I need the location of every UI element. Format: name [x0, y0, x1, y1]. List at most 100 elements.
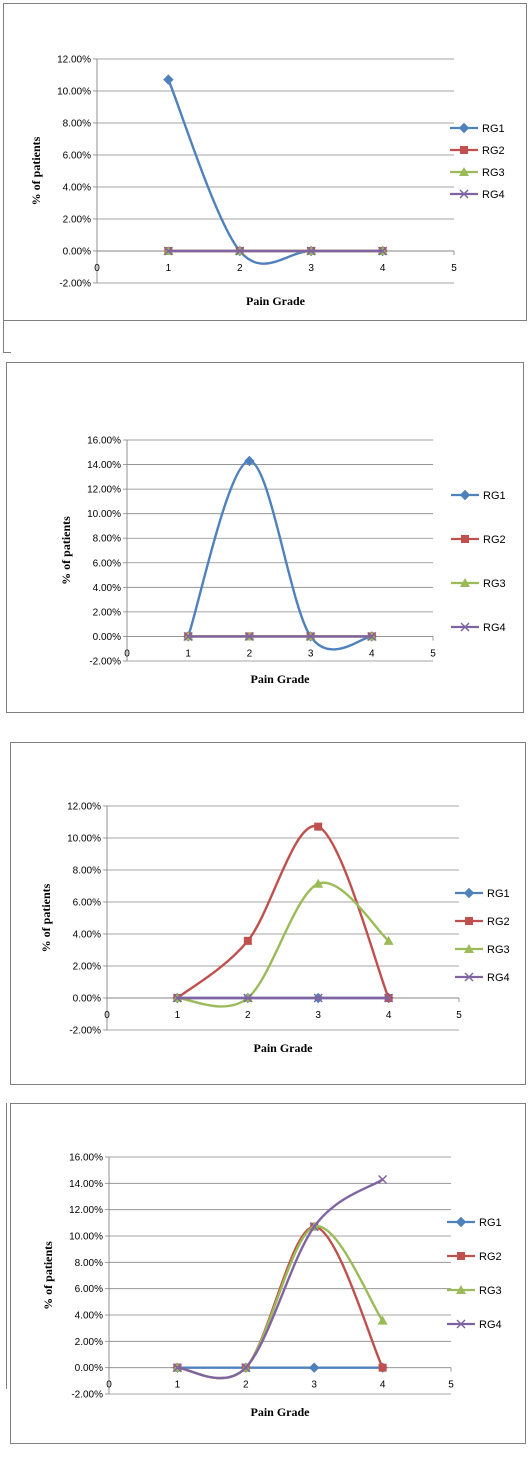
data-point-rg2: [314, 822, 323, 831]
chart-1-svg: -2.00% 0.00% 2.00% 4.00% 6.00% 8.00% 10.00% 12.…: [29, 55, 505, 309]
legend-marker: [459, 167, 469, 176]
y-tick-label: 10.00%: [57, 87, 91, 98]
x-tick-label: 5: [456, 1010, 462, 1021]
series-line-rg1: [187, 459, 373, 651]
x-tick-label: 5: [430, 648, 436, 659]
legend-marker: [460, 578, 470, 587]
y-tick-label: 2.00%: [63, 215, 91, 226]
data-point-rg1: [163, 74, 174, 85]
legend-label: RG1: [483, 490, 506, 502]
y-tick-label: 4.00%: [93, 583, 121, 594]
data-point-rg4: [183, 631, 193, 641]
legend-marker: [460, 622, 470, 632]
series-rg4: [172, 993, 394, 1003]
x-axis-title: Pain Grade: [254, 1041, 314, 1055]
series-line-rg1: [167, 79, 383, 265]
series-rg1: [172, 1362, 388, 1373]
x-tick-label: 3: [311, 1380, 317, 1391]
x-tick-label: 3: [315, 1010, 321, 1021]
y-tick-label: 12.00%: [57, 55, 91, 66]
y-tick-label: 12.00%: [67, 802, 101, 813]
x-tick-label: 3: [308, 648, 314, 659]
legend-entry-rg3: RG3: [447, 1285, 502, 1297]
x-tick-label: 2: [247, 648, 253, 659]
series-line-rg4: [177, 1178, 384, 1380]
legend-label: RG3: [482, 167, 505, 179]
x-tick-label: 1: [166, 263, 172, 274]
legend-marker: [456, 1319, 466, 1329]
x-tick-label: 5: [448, 1380, 454, 1391]
series-rg4: [163, 246, 388, 256]
chart-panel-2: -2.00% 0.00% 2.00% 4.00% 6.00% 8.00% 10.00% 12.…: [6, 362, 524, 713]
x-tick-label: 2: [243, 1380, 249, 1391]
data-point-rg4: [235, 246, 245, 256]
y-axis-title: % of patients: [41, 1241, 55, 1310]
y-tick-label: 2.00%: [75, 1337, 103, 1348]
legend-marker: [463, 887, 475, 899]
y-tick-label: 4.00%: [73, 930, 101, 941]
x-axis-title: Pain Grade: [251, 1405, 311, 1419]
legend-entry-rg1: RG1: [451, 489, 506, 502]
legend-label: RG3: [479, 1285, 502, 1297]
legend-entry-rg2: RG2: [450, 145, 505, 157]
legend-label: RG2: [479, 1251, 502, 1263]
y-tick-label: 0.00%: [75, 1363, 103, 1374]
data-point-rg4: [172, 1363, 182, 1373]
data-point-rg4: [241, 1363, 251, 1373]
chart-panel-3: -2.00% 0.00% 2.00% 4.00% 6.00% 8.00% 10.00% 12.…: [10, 742, 526, 1085]
y-tick-label: 12.00%: [69, 1205, 103, 1216]
legend-entry-rg1: RG1: [450, 122, 505, 135]
y-tick-label: 4.00%: [75, 1311, 103, 1322]
legend-marker: [464, 944, 474, 953]
y-tick-label: 4.00%: [63, 183, 91, 194]
y-tick-label: 0.00%: [63, 247, 91, 258]
data-point-rg4: [378, 1174, 388, 1185]
legend-entry-rg2: RG2: [455, 916, 510, 928]
legend-label: RG3: [483, 578, 506, 590]
y-tick-label: 6.00%: [63, 151, 91, 162]
x-axis-title: Pain Grade: [251, 672, 311, 686]
legend-label: RG4: [487, 972, 510, 984]
y-tick-label: 10.00%: [67, 834, 101, 845]
y-axis-title: % of patients: [59, 516, 73, 585]
data-point-rg2: [378, 1363, 387, 1372]
y-tick-label: 0.00%: [93, 632, 121, 643]
data-point-rg4: [243, 993, 253, 1003]
legend-entry-rg3: RG3: [455, 944, 510, 956]
legend-label: RG2: [487, 916, 510, 928]
legend-entry-rg1: RG1: [455, 887, 510, 900]
x-tick-label: 4: [369, 648, 375, 659]
chart-2-svg: -2.00% 0.00% 2.00% 4.00% 6.00% 8.00% 10.00% 12.…: [59, 436, 506, 687]
y-tick-label: 8.00%: [75, 1258, 103, 1269]
y-tick-label: 8.00%: [63, 119, 91, 130]
legend-entry-rg2: RG2: [451, 534, 506, 546]
x-tick-label: 1: [175, 1380, 181, 1391]
legend-marker: [456, 1285, 466, 1294]
legend-marker: [458, 122, 470, 134]
series-line-rg2: [176, 825, 390, 999]
panel-4-side-line: [6, 1103, 7, 1389]
series-line-rg3: [177, 881, 390, 1008]
y-axis-title: % of patients: [39, 883, 53, 952]
legend-marker: [457, 1252, 465, 1260]
data-point-rg3: [383, 935, 394, 945]
x-tick-label: 0: [124, 648, 130, 659]
chart-4-svg: -2.00% 0.00% 2.00% 4.00% 6.00% 8.00% 10.00% 12.…: [41, 1153, 502, 1420]
legend-marker: [464, 972, 474, 982]
x-tick-label: 1: [175, 1010, 181, 1021]
y-tick-label: 14.00%: [69, 1179, 103, 1190]
y-tick-label: -2.00%: [59, 279, 91, 290]
series-rg1: [163, 74, 388, 265]
legend-entry-rg1: RG1: [447, 1216, 502, 1229]
legend-label: RG1: [482, 123, 505, 135]
legend-entry-rg2: RG2: [447, 1251, 502, 1263]
legend-entry-rg4: RG4: [447, 1319, 502, 1331]
y-tick-label: 12.00%: [87, 485, 121, 496]
x-tick-label: 5: [451, 263, 457, 274]
legend-entry-rg4: RG4: [450, 189, 505, 201]
y-tick-label: 0.00%: [73, 994, 101, 1005]
data-point-rg1: [244, 455, 255, 467]
data-point-rg2: [243, 936, 252, 945]
y-tick-label: 2.00%: [93, 607, 121, 618]
legend-entry-rg4: RG4: [455, 972, 510, 984]
